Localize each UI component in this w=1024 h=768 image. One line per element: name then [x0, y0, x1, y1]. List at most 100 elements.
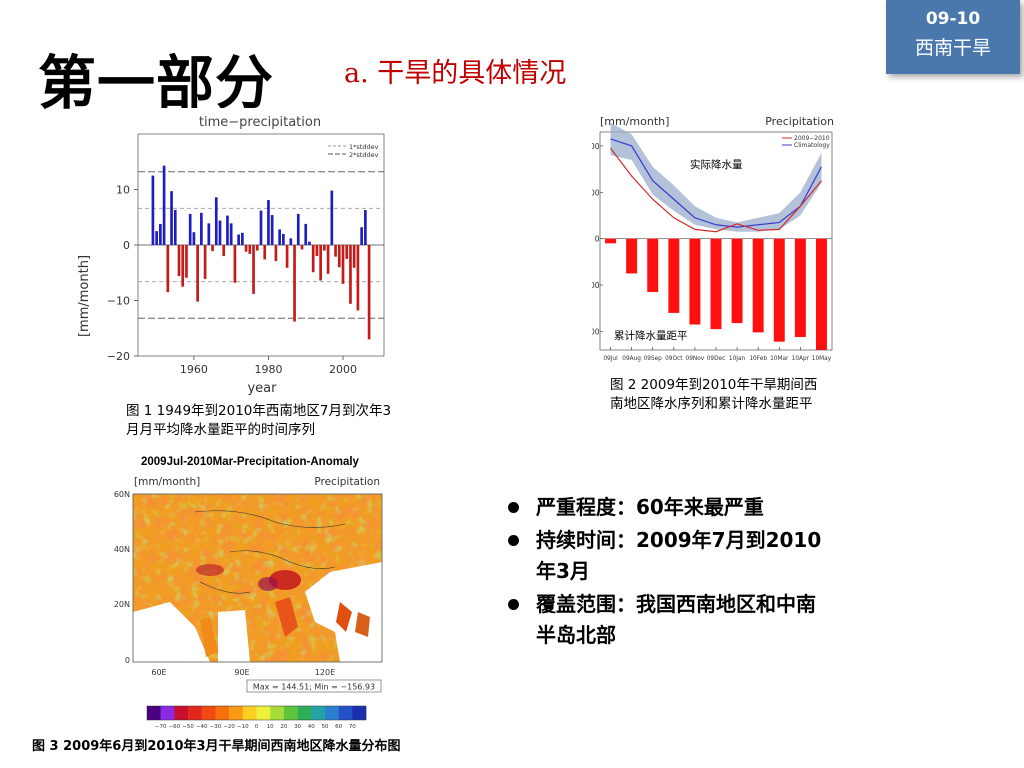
- fig2-xtick-label: 10Jan: [729, 356, 746, 362]
- fig3-map-field: [133, 494, 382, 662]
- fig3-colorbar-label: −60: [169, 724, 181, 730]
- fig1-bar: [162, 165, 166, 245]
- fig3-colorbar-swatch: [297, 706, 312, 720]
- fig2-cumulative-bar: [773, 238, 785, 342]
- slide-subtitle: a. 干旱的具体情况: [344, 58, 567, 89]
- fig2-xtick-label: 09Dec: [707, 356, 726, 362]
- fig1-bar: [285, 245, 289, 268]
- fig1-xlabel: year: [247, 381, 277, 396]
- fig1-legend: 1*stddev 2*stddev: [328, 143, 379, 159]
- fig1-bar: [345, 245, 349, 259]
- fig1-bar: [315, 245, 319, 257]
- bullet-dot-icon: [508, 502, 519, 513]
- fig3-colorbar-swatch: [338, 706, 353, 720]
- fig3-lat-60N: 60N: [114, 490, 130, 499]
- fig2-ylabel: [mm/month]: [600, 115, 669, 128]
- fig1-bar: [352, 245, 356, 268]
- fig1-bar: [155, 231, 158, 245]
- fig1-bar: [337, 245, 341, 268]
- fig2-plot-area: −200 −100 0 100 200 09Jul 09Aug09Sep09Oct09Nov…: [592, 122, 833, 362]
- fig2-cumulative-bar: [710, 238, 722, 330]
- fig2-cumulative-bar: [668, 238, 680, 313]
- fig1-bar: [200, 212, 203, 245]
- fig1-bar: [356, 245, 360, 311]
- fig2-ytick-label: 200: [592, 142, 600, 151]
- fig3-colorbar-label: 30: [294, 724, 301, 730]
- fig1-title: time−precipitation: [199, 115, 321, 130]
- fig3-lat-0: 0: [125, 656, 130, 665]
- fig3-colorbar-label: −10: [237, 724, 249, 730]
- bullet-severity: 严重程度：60年来最严重: [506, 492, 826, 523]
- fig2-ytick-label: 100: [592, 188, 600, 197]
- fig3-colorbar: −70 −60 −50 −40 −30 −20 −10 0 10 20 30 40 50 60 70: [146, 705, 367, 730]
- fig2-xtick-label: 10Apr: [792, 356, 810, 362]
- bullet-coverage: 覆盖范围：我国西南地区和中南半岛北部: [506, 589, 826, 651]
- fig3-colorbar-label: 10: [267, 724, 274, 730]
- corner-badge: 09-10 西南干旱: [886, 0, 1020, 74]
- figure-2-caption: 图 2 2009年到2010年干旱期间西南地区降水序列和累计降水量距平: [610, 377, 818, 412]
- fig1-bar: [252, 245, 255, 294]
- fig1-bar: [211, 245, 214, 252]
- figure-1-time-precipitation-chart: time−precipitation −20 −10 0 10 1960 1980 2000…: [70, 108, 400, 398]
- fig3-colorbar-label: 20: [280, 724, 287, 730]
- fig1-bar: [226, 215, 229, 245]
- fig1-bar: [296, 213, 300, 245]
- fig3-colorbar-frame: [146, 705, 367, 721]
- fig1-ytick-label: 0: [123, 239, 130, 252]
- fig3-lon-120E: 120E: [315, 668, 335, 677]
- fig1-legend-1std: 1*stddev: [349, 143, 379, 151]
- bullet-dot-icon: [508, 599, 519, 610]
- fig2-xtick-label: 10Feb: [749, 356, 767, 362]
- fig1-bar: [233, 245, 237, 283]
- fig3-colorbar-swatch: [215, 706, 230, 720]
- fig3-stats: Max = 144.51; Min = −156.93: [253, 683, 375, 692]
- fig2-xtick-label: 09Nov: [686, 356, 705, 362]
- fig1-bar: [311, 245, 315, 273]
- fig3-colorbar-label: −50: [182, 724, 194, 730]
- fig3-colorbar-swatch: [324, 706, 339, 720]
- fig1-xtick-label: 1960: [180, 363, 208, 376]
- fig2-cumulative-bar: [815, 238, 827, 350]
- fig3-axis-labels: 60N 40N 20N 0 60E 90E 120E: [114, 490, 335, 677]
- fig1-bar: [185, 245, 188, 278]
- fig2-annotation-cumulative: 累计降水量距平: [614, 329, 688, 342]
- figure-3-caption: 图 3 2009年6月到2010年3月干旱期间西南地区降水量分布图: [32, 739, 401, 754]
- fig1-bar: [326, 245, 330, 274]
- fig1-bar: [278, 229, 281, 245]
- fig2-xtick-label: 09Jul: [603, 356, 618, 362]
- fig3-colorbar-swatch: [201, 706, 216, 720]
- bullet-duration-text: 持续时间：2009年7月到2010年3月: [536, 528, 822, 583]
- fig2-legend-observed: 2009−2010: [794, 135, 830, 142]
- badge-topic-label: 西南干旱: [914, 37, 991, 59]
- fig3-label-right: Precipitation: [314, 476, 380, 488]
- fig3-colorbar-label: −40: [196, 724, 208, 730]
- fig2-xtick-label: 10May: [812, 356, 832, 362]
- fig3-colorbar-swatch: [242, 706, 257, 720]
- fig1-bar: [341, 245, 345, 284]
- fig1-bar: [151, 175, 155, 245]
- fig1-bar: [293, 245, 296, 322]
- fig3-title: 2009Jul-2010Mar-Precipitation-Anomaly: [141, 456, 360, 468]
- drought-summary-list: 严重程度：60年来最严重 持续时间：2009年7月到2010年3月 覆盖范围：我…: [506, 492, 826, 653]
- fig1-legend-2std: 2*stddev: [349, 151, 379, 159]
- fig2-climatology-line: [610, 138, 822, 228]
- fig1-bar: [218, 220, 222, 245]
- fig3-colorbar-swatch: [256, 706, 271, 720]
- slide-title: 第一部分: [38, 49, 275, 117]
- badge-year-label: 09-10: [925, 9, 981, 29]
- fig3-colorbar-swatch: [188, 706, 202, 720]
- fig3-colorbar-label: −30: [210, 724, 222, 730]
- fig1-bar: [267, 200, 270, 245]
- fig3-colorbar-swatch: [147, 706, 161, 720]
- fig1-xtick-label: 2000: [329, 363, 357, 376]
- fig1-bar: [330, 190, 334, 245]
- fig1-bar: [274, 245, 278, 262]
- fig2-ytick-label: −200: [592, 327, 600, 336]
- fig1-bar: [263, 245, 267, 260]
- fig3-colorbar-label: 40: [308, 724, 315, 730]
- fig1-bar: [159, 223, 162, 245]
- fig2-observed-line: [610, 147, 822, 233]
- fig2-xtick-label: 09Sep: [644, 356, 663, 362]
- fig3-colorbar-swatch: [229, 706, 244, 720]
- fig3-colorbar-label: −70: [155, 724, 167, 730]
